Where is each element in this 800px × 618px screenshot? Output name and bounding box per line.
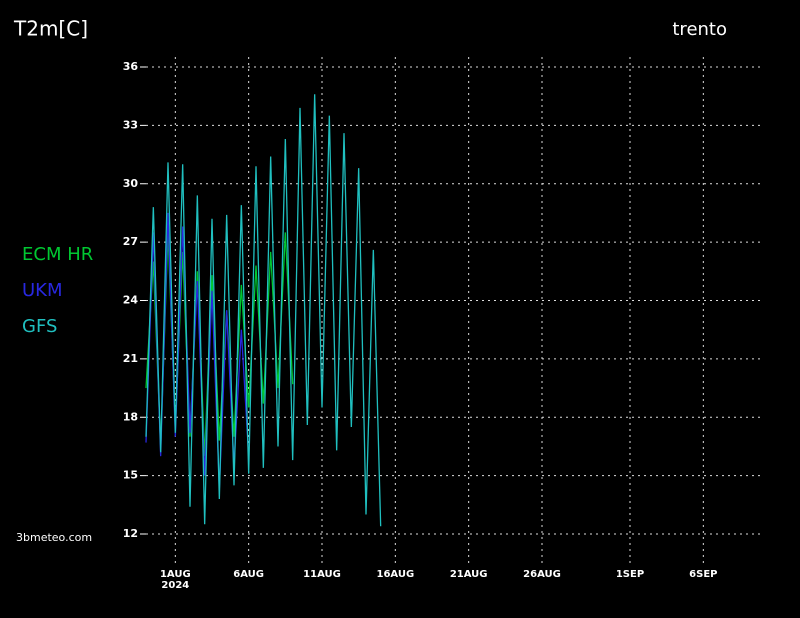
x-tick-label: 26AUG: [523, 569, 561, 580]
series-line: [145, 232, 294, 457]
watermark: 3bmeteo.com: [16, 531, 92, 544]
chart-title: T2m[C]: [13, 17, 88, 41]
y-tick-label: 24: [123, 294, 139, 307]
x-tick-label: 1AUG: [160, 569, 191, 580]
series-line: [145, 94, 382, 527]
y-tick-label: 15: [123, 469, 138, 482]
y-tick-label: 36: [123, 60, 139, 73]
x-tick-label: 21AUG: [450, 569, 488, 580]
x-tick-label: 11AUG: [303, 569, 341, 580]
legend-entry: UKM: [22, 280, 63, 301]
x-tick-label: 1SEP: [616, 569, 644, 580]
x-tick-label: 6AUG: [233, 569, 264, 580]
y-tick-label: 27: [123, 235, 138, 248]
x-tick-label: 16AUG: [376, 569, 414, 580]
legend-entry: GFS: [22, 316, 57, 337]
x-tick-label: 6SEP: [689, 569, 717, 580]
x-year-label: 2024: [161, 580, 189, 591]
y-tick-label: 18: [123, 410, 138, 423]
y-tick-label: 30: [123, 177, 139, 190]
y-tick-label: 12: [123, 527, 138, 540]
legend-entry: ECM HR: [22, 244, 93, 265]
location: trento: [672, 19, 727, 40]
y-tick-label: 21: [123, 352, 138, 365]
y-tick-label: 33: [123, 118, 138, 131]
